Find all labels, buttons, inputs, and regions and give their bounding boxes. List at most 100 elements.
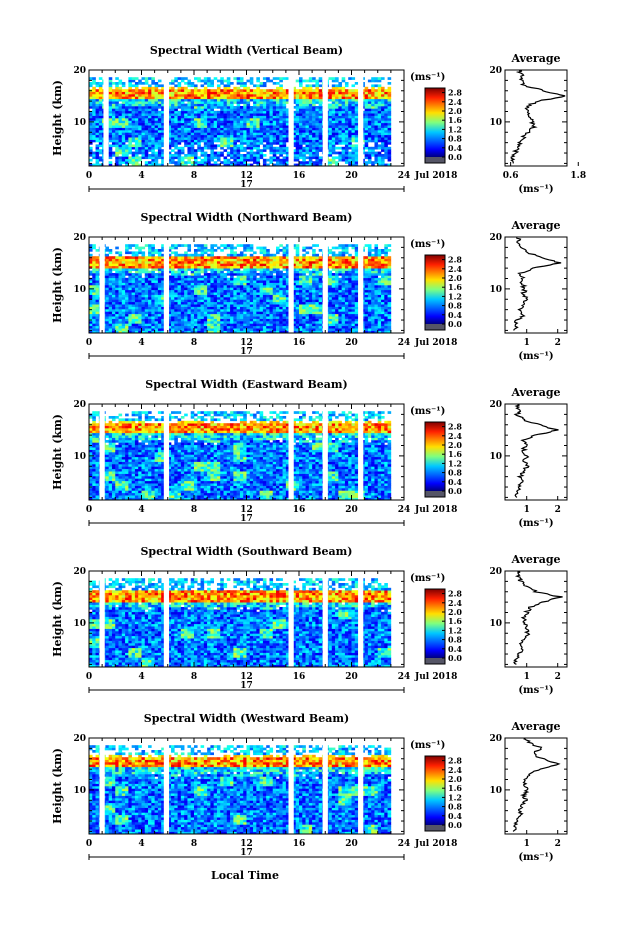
heatmap-cell [99, 87, 103, 90]
heatmap-cell [263, 99, 267, 102]
heatmap-cell [224, 311, 228, 314]
heatmap-cell [214, 137, 218, 140]
heatmap-cell [342, 108, 346, 111]
heatmap-cell [276, 149, 280, 152]
heatmap-cell [109, 123, 113, 126]
heatmap-cell [181, 292, 185, 295]
heatmap-cell [378, 113, 382, 116]
heatmap-cell [151, 89, 155, 92]
heatmap-cell [224, 295, 228, 298]
heatmap-cell [105, 323, 109, 326]
heatmap-cell [171, 96, 175, 99]
heatmap-cell [378, 106, 382, 109]
heatmap-cell [178, 135, 182, 138]
heatmap-cell [250, 113, 254, 116]
heatmap-cell [355, 154, 359, 157]
heatmap-cell [207, 156, 211, 159]
heatmap-cell [214, 304, 218, 307]
heatmap-cell [237, 120, 241, 123]
heatmap-cell [115, 108, 119, 111]
heatmap-cell [338, 99, 342, 102]
heatmap-cell [174, 273, 178, 276]
heatmap-cell [266, 140, 270, 143]
heatmap-cell [227, 77, 231, 80]
heatmap-cell [145, 256, 149, 259]
heatmap-cell [122, 144, 126, 147]
heatmap-cell [184, 244, 188, 247]
heatmap-cell [155, 142, 159, 145]
heatmap-cell [128, 149, 132, 152]
heatmap-cell [309, 128, 313, 131]
heatmap-cell [207, 92, 211, 95]
heatmap-cell [92, 96, 96, 99]
heatmap-cell [260, 247, 264, 250]
heatmap-cell [230, 302, 234, 305]
heatmap-cell [296, 101, 300, 104]
heatmap-cell [174, 263, 178, 266]
heatmap-cell [378, 99, 382, 102]
heatmap-cell [128, 244, 132, 247]
heatmap-cell [109, 92, 113, 95]
heatmap-cell [158, 152, 162, 155]
heatmap-cell [319, 101, 323, 104]
heatmap-cell [155, 106, 159, 109]
heatmap-cell [237, 152, 241, 155]
heatmap-cell [276, 161, 280, 164]
heatmap-cell [309, 149, 313, 152]
heatmap-cell [158, 266, 162, 269]
heatmap-cell [263, 111, 267, 114]
heatmap-cell [299, 104, 303, 107]
heatmap-cell [128, 106, 132, 109]
heatmap-cell [125, 156, 129, 159]
heatmap-cell [207, 135, 211, 138]
heatmap-cell [227, 89, 231, 92]
heatmap-cell [247, 108, 251, 111]
heatmap-cell [256, 311, 260, 314]
heatmap-cell [263, 263, 267, 266]
heatmap-cell [247, 101, 251, 104]
heatmap-cell [378, 161, 382, 164]
heatmap-cell [155, 287, 159, 290]
heatmap-cell [283, 120, 287, 123]
heatmap-cell [381, 149, 385, 152]
heatmap-cell [306, 108, 310, 111]
heatmap-cell [112, 316, 116, 319]
heatmap-cell [220, 256, 224, 259]
heatmap-cell [184, 295, 188, 298]
heatmap-cell [174, 266, 178, 269]
heatmap-cell [181, 283, 185, 286]
heatmap-cell [335, 80, 339, 83]
heatmap-cell [109, 135, 113, 138]
heatmap-cell [384, 101, 388, 104]
heatmap-cell [132, 106, 136, 109]
heatmap-cell [381, 89, 385, 92]
heatmap-cell [217, 130, 221, 133]
heatmap-cell [312, 125, 316, 128]
heatmap-cell [240, 295, 244, 298]
heatmap-cell [253, 326, 257, 329]
heatmap-cell [299, 128, 303, 131]
heatmap-cell [269, 140, 273, 143]
heatmap-cell [132, 156, 136, 159]
heatmap-cell [145, 104, 149, 107]
heatmap-cell [352, 154, 356, 157]
heatmap-cell [197, 137, 201, 140]
heatmap-cell [187, 101, 191, 104]
heatmap-cell [335, 87, 339, 90]
heatmap-cell [250, 89, 254, 92]
colorbar-unit: (ms⁻¹) [410, 72, 445, 83]
heatmap-cell [138, 309, 142, 312]
heatmap-cell [89, 77, 93, 80]
heatmap-cell [194, 316, 198, 319]
heatmap-cell [119, 304, 123, 307]
heatmap-cell [138, 304, 142, 307]
heatmap-cell [329, 123, 333, 126]
heatmap-cell [197, 125, 201, 128]
heatmap-cell [214, 111, 218, 114]
heatmap-cell [128, 77, 132, 80]
heatmap-cell [233, 295, 237, 298]
heatmap-cell [128, 96, 132, 99]
heatmap-cell [187, 156, 191, 159]
heatmap-cell [227, 261, 231, 264]
heatmap-cell [171, 285, 175, 288]
